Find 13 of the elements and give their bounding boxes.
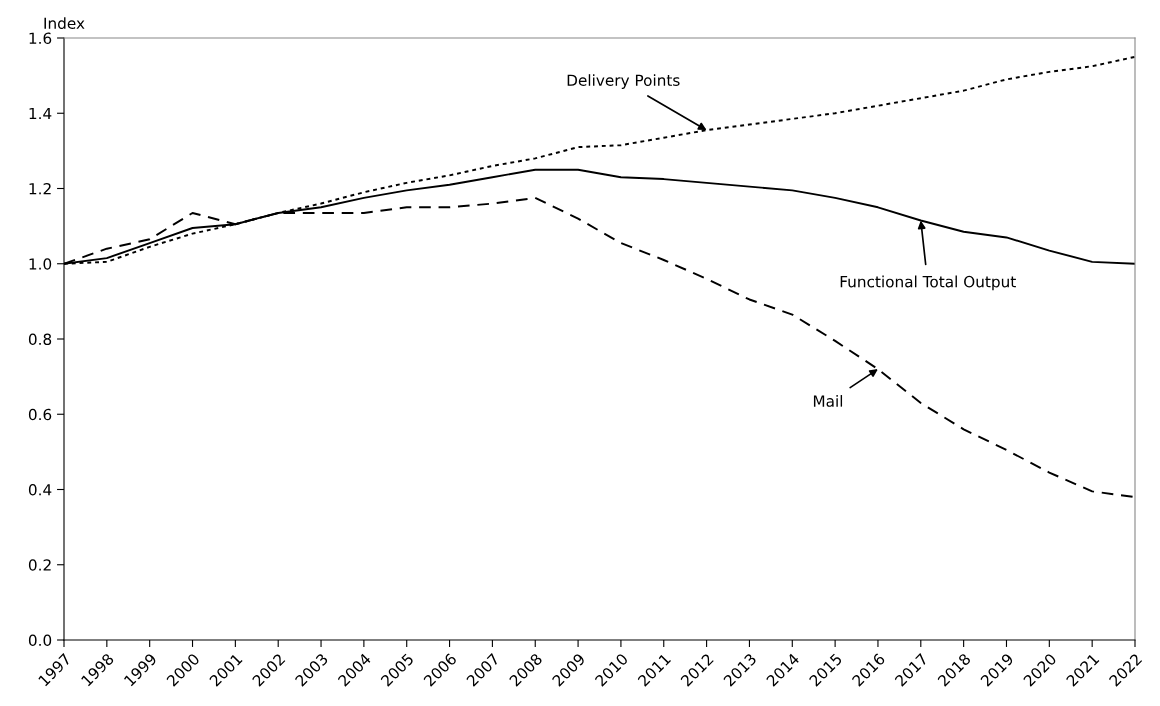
y-tick-label: 0.8 [28, 333, 52, 346]
y-axis-title: Index [44, 17, 85, 30]
y-tick-label: 0.4 [28, 483, 52, 496]
text: Mail [813, 395, 843, 407]
y-tick-label: 0.2 [28, 559, 51, 571]
y-tick-label: 0.6 [28, 408, 52, 421]
text: Delivery Points [567, 74, 680, 89]
y-tick-label: 1.4 [29, 107, 52, 120]
y-tick-label: 1.2 [29, 182, 51, 195]
y-tick-label: 1.6 [29, 32, 52, 45]
y-tick-label: 0.0 [28, 634, 52, 647]
text: Functional Total Output [840, 275, 1016, 291]
y-tick-label: 1.0 [29, 258, 52, 270]
